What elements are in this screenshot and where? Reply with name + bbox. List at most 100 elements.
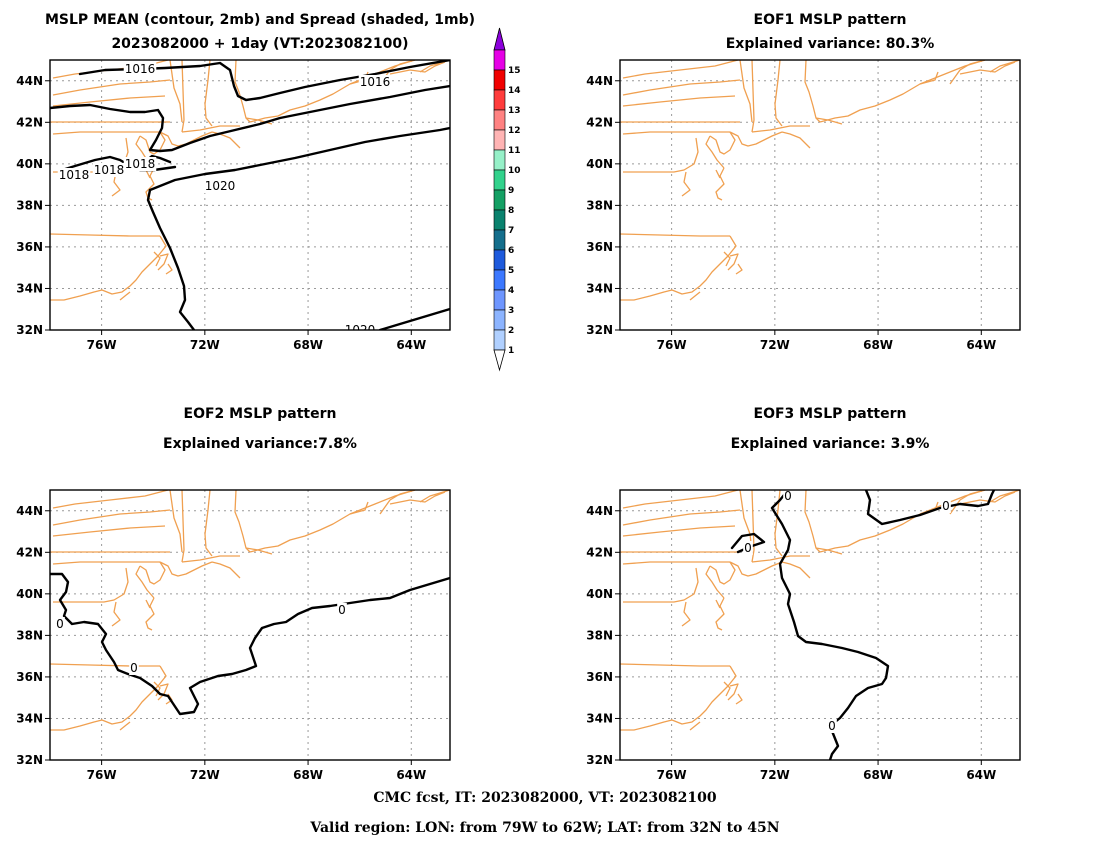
map-background — [620, 60, 1020, 330]
eof1-map-panel: 32N 34N 36N 38N 40N 42N 44N 76W 72W 68W 64W — [586, 59, 1021, 352]
contour-label-background — [743, 541, 753, 555]
coastline-border — [349, 501, 369, 515]
colorbar-band — [493, 249, 506, 271]
contour-label-background — [827, 719, 837, 733]
coastline-border — [815, 547, 843, 555]
colorbar-band — [493, 129, 506, 151]
coastline-border — [389, 491, 446, 505]
coastline-border — [622, 60, 739, 79]
coastline-border — [622, 131, 730, 135]
colorbar-band — [493, 109, 506, 131]
eof2-variance-label: Explained variance:7.8% — [163, 436, 357, 452]
coastline-border — [52, 95, 166, 107]
eof1-variance-label: Explained variance: 80.3% — [726, 36, 935, 52]
coastline-border — [620, 235, 737, 301]
coastline-border — [729, 561, 783, 577]
coastline-border — [169, 490, 183, 553]
lat-tick-label: 38N — [16, 628, 43, 642]
coastline-border — [204, 490, 213, 557]
coastline-border — [52, 525, 166, 537]
footer-forecast-info: CMC fcst, IT: 2023082000, VT: 2023082100 — [373, 790, 716, 806]
map-background — [50, 490, 450, 760]
coastline-border — [715, 169, 721, 179]
coastline-border — [735, 693, 743, 705]
lat-tick-label: 44N — [16, 74, 43, 88]
coastline-border — [727, 253, 739, 271]
map-frame — [49, 489, 451, 761]
coastline-border — [249, 490, 416, 553]
coastline-border — [622, 490, 739, 509]
lat-tick-label: 38N — [586, 628, 613, 642]
colorbar-level-label: 1 — [508, 346, 514, 356]
colorbar-level-label: 15 — [508, 66, 521, 76]
coastline-border — [959, 61, 1016, 75]
eof3-map-panel: 0 0 0 0 32N 34N 36N 38N 40N 42N 44N 76W 72W 68W 64W — [586, 489, 1021, 782]
coastline-border — [204, 60, 213, 127]
coastline-border — [50, 233, 160, 237]
coastline-border — [53, 567, 129, 603]
colorbar-band — [493, 149, 506, 171]
coastline-border — [709, 131, 736, 155]
mean-panel-title: MSLP MEAN (contour, 2mb) and Spread (sha… — [45, 12, 475, 28]
contour-label: 1018 — [125, 157, 156, 171]
lat-tick-label: 42N — [16, 115, 43, 129]
coastline-border — [157, 253, 169, 271]
lon-tick-label: 76W — [87, 768, 117, 782]
coastline-border — [50, 663, 160, 667]
coastline-border — [119, 721, 131, 731]
colorbar-level-label: 5 — [508, 266, 514, 276]
colorbar-band — [493, 229, 506, 251]
contour-label: 1016 — [360, 75, 391, 89]
coastline-border — [52, 561, 160, 565]
colorbar-max-triangle — [493, 27, 506, 51]
lon-tick-label: 72W — [760, 338, 790, 352]
contour-label: 0 — [942, 499, 950, 513]
lat-tick-label: 40N — [586, 587, 613, 601]
contour-label: 0 — [56, 617, 64, 631]
contour-line — [78, 60, 450, 102]
lat-tick-label: 38N — [586, 198, 613, 212]
lon-tick-label: 72W — [760, 768, 790, 782]
lat-tick-label: 32N — [16, 753, 43, 767]
lon-tick-label: 68W — [293, 768, 323, 782]
coastline-border — [620, 665, 737, 731]
contour-label: 0 — [744, 541, 752, 555]
coastline-border — [774, 490, 783, 557]
coastline-border — [723, 681, 731, 697]
contour-label-background — [92, 163, 126, 177]
coastline-border — [681, 601, 691, 627]
colorbar-band — [493, 49, 506, 71]
contour-line — [864, 490, 996, 526]
map-background — [50, 60, 450, 330]
map-frame — [619, 59, 1021, 331]
coastline-border — [135, 565, 155, 599]
contour-label-background — [129, 661, 139, 675]
lat-tick-label: 36N — [16, 670, 43, 684]
coastline-border — [50, 665, 167, 731]
coastline-border — [709, 561, 736, 585]
coastline-border — [729, 131, 783, 147]
coastline-border — [52, 79, 171, 96]
lat-tick-label: 40N — [586, 157, 613, 171]
lon-tick-label: 76W — [87, 338, 117, 352]
colorbar-band — [493, 329, 506, 351]
contour-line — [50, 572, 450, 716]
lat-tick-label: 40N — [16, 157, 43, 171]
lat-tick-label: 44N — [586, 74, 613, 88]
contour-label: 1016 — [125, 62, 156, 76]
coastline-border — [52, 490, 169, 509]
mean-panel-subtitle: 2023082000 + 1day (VT:2023082100) — [111, 36, 408, 52]
coastline-border — [111, 601, 121, 627]
coastline-border — [819, 490, 986, 553]
contour-label: 0 — [828, 719, 836, 733]
lon-tick-label: 68W — [863, 338, 893, 352]
eof3-panel-title: EOF3 MSLP pattern — [754, 406, 907, 422]
coastline-border — [622, 561, 730, 565]
coastline-border — [739, 60, 753, 123]
coastline-border — [949, 60, 986, 85]
contour-label-background — [337, 603, 347, 617]
coastline-border — [723, 251, 731, 267]
lat-tick-label: 34N — [16, 281, 43, 295]
